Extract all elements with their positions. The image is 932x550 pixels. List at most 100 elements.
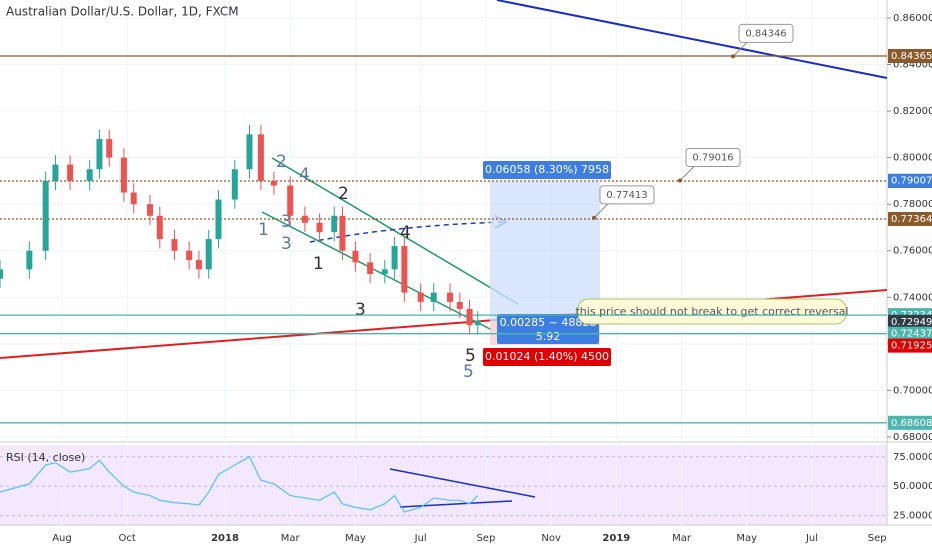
y-tick-label: 0.78000 <box>893 199 932 210</box>
candle-body <box>474 320 481 326</box>
rsi-title: RSI (14, close) <box>6 451 85 464</box>
rsi-trend-line <box>399 500 513 508</box>
y-tick-label: 0.84000 <box>893 59 932 70</box>
y-tick-label: 0.80000 <box>893 153 932 164</box>
measure-label-box <box>483 348 611 366</box>
callout-box <box>738 23 794 43</box>
note-box <box>577 298 847 325</box>
callout-pointer <box>593 203 609 219</box>
candle-body <box>231 169 238 200</box>
measure-stop: 0.01024 (1.40%) 4500 <box>485 350 609 363</box>
target-zone <box>490 181 600 322</box>
price-label-box <box>888 48 932 63</box>
wave-label: 1 <box>258 220 269 240</box>
price-label: 0.71925 <box>891 341 932 352</box>
y-tick-label: 0.74000 <box>893 292 932 303</box>
price-label: 0.68608 <box>891 418 932 429</box>
candle-body <box>86 169 93 181</box>
marks <box>0 0 887 525</box>
wave-label: 1 <box>313 254 324 274</box>
x-tick-label: 2019 <box>602 533 630 544</box>
candle-body <box>96 138 103 170</box>
y-tick-label: 0.82000 <box>893 106 932 117</box>
candle-body <box>205 239 212 270</box>
candle-body <box>26 250 33 270</box>
price-label: 0.79007 <box>891 176 932 187</box>
candle-body <box>456 301 463 309</box>
measure-mid: 0.00285 ~ 48828 <box>500 316 597 329</box>
channel-line <box>271 157 519 305</box>
candle-body <box>42 180 49 251</box>
x-tick-label: Mar <box>281 533 301 544</box>
candle-body <box>466 308 473 326</box>
callout-point <box>678 178 682 183</box>
candle-body <box>401 246 408 293</box>
dashed-arrow <box>309 221 506 243</box>
candle-body <box>120 157 127 193</box>
price-label-box <box>888 314 932 329</box>
candle-body <box>331 215 338 233</box>
candle-body <box>186 250 193 261</box>
rsi-line <box>0 455 479 513</box>
price-label: 0.84365 <box>891 51 932 62</box>
measure-target: 0.06058 (8.30%) 7958 <box>485 163 609 176</box>
candle-body <box>67 164 74 181</box>
callout-label: 0.84346 <box>745 28 786 39</box>
callout-pointer <box>679 166 695 181</box>
callout-label: 0.79016 <box>692 153 733 164</box>
x-tick-label: Nov <box>541 533 561 544</box>
candle-body <box>391 246 398 270</box>
chart-title: Australian Dollar/U.S. Dollar, 1D, FXCM <box>6 5 239 19</box>
callout-label: 0.77413 <box>606 190 647 201</box>
x-tick-label: Sep <box>476 533 495 544</box>
candle-body <box>106 138 113 158</box>
price-label-box <box>888 173 932 188</box>
price-label-box <box>888 415 932 430</box>
trend-line <box>496 0 888 79</box>
y-tick-label: 0.76000 <box>893 246 932 257</box>
candle-body <box>430 292 437 302</box>
callout-box <box>685 148 741 168</box>
candle-body <box>352 250 359 263</box>
wave-label: 3 <box>281 212 292 232</box>
wave-label: 2 <box>338 184 349 204</box>
callout-pointer <box>732 42 748 57</box>
price-label: 0.77364 <box>891 214 932 225</box>
candle-body <box>339 215 346 251</box>
measure-label-box <box>483 161 611 179</box>
callout-point <box>592 215 596 220</box>
x-tick-label: Mar <box>672 533 692 544</box>
x-tick-label: Oct <box>119 533 136 544</box>
candle-body <box>367 262 374 275</box>
candle-body <box>52 164 59 181</box>
candle-body <box>0 269 3 279</box>
wave-label: 4 <box>299 165 310 185</box>
candle-body <box>270 180 277 186</box>
wave-label: 3 <box>281 234 292 254</box>
y-tick-label: 0.68000 <box>893 432 932 443</box>
candle-body <box>156 215 163 240</box>
candle-body <box>417 292 424 302</box>
rsi-pane <box>0 445 887 525</box>
measure-label-box <box>497 314 599 344</box>
x-tick-label: May <box>736 533 757 544</box>
wave-label: 5 <box>463 362 474 382</box>
candle-body <box>447 292 454 302</box>
wave-label: 5 <box>465 346 476 366</box>
price-label: 0.72949 <box>891 317 932 328</box>
candle-body <box>246 134 253 170</box>
rsi-trend-line <box>389 468 536 498</box>
wave-label: 3 <box>355 300 366 320</box>
y-tick-label: 0.70000 <box>893 385 932 396</box>
candle-body <box>195 260 202 270</box>
callout-box <box>599 185 655 205</box>
candle-body <box>257 134 264 181</box>
price-label-box <box>888 338 932 353</box>
candle-body <box>301 215 308 223</box>
candle-body <box>171 239 178 251</box>
wave-label: 2 <box>276 152 287 172</box>
x-tick-label: Aug <box>52 533 72 544</box>
